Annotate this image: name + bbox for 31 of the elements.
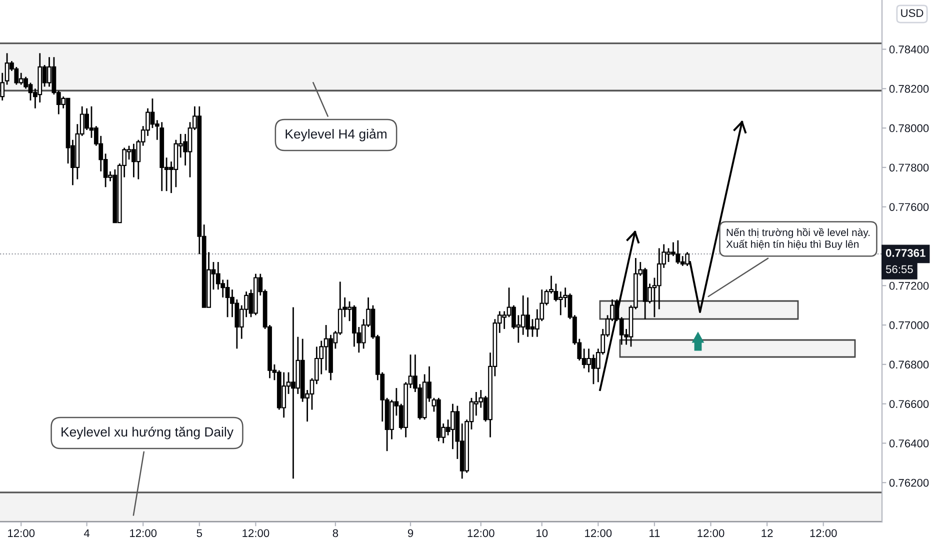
y-tick-label: 0.78200 xyxy=(889,84,929,93)
x-tick-label: 12 xyxy=(762,529,773,537)
x-tick-label: 12:00 xyxy=(585,529,612,538)
x-tick-label: 8 xyxy=(332,529,338,538)
x-tick-label: 9 xyxy=(408,529,414,538)
y-tick-label: 0.78400 xyxy=(889,46,929,54)
text: 56:55 xyxy=(886,265,913,274)
band-label: Keylevel xu hướng tăng Daily xyxy=(62,426,234,440)
annotation: Nến thị trường hồi về level này. Xuất hiện tín hiệu thì Buy lên xyxy=(726,228,870,250)
x-tick-label: 12:00 xyxy=(130,529,157,538)
y-tick-label: 0.77600 xyxy=(889,203,929,211)
y-tick-label: 0.77000 xyxy=(889,321,929,330)
y-tick-label: 0.76400 xyxy=(889,439,929,448)
y-tick-label: 0.77800 xyxy=(889,164,929,172)
y-tick-label: 0.76800 xyxy=(889,360,929,369)
x-tick-label: 5 xyxy=(196,529,202,538)
y-tick-label: 0.76600 xyxy=(889,400,929,408)
x-tick-label: 12:00 xyxy=(810,529,837,538)
ref-line-label: 0.77361 xyxy=(886,249,926,257)
y-tick-label: 0.77200 xyxy=(889,282,929,290)
y-tick-label: 0.78000 xyxy=(889,124,929,132)
x-tick-label: 12:00 xyxy=(8,529,35,538)
x-tick-label: 10 xyxy=(536,529,548,538)
x-tick-label: 12:00 xyxy=(468,529,494,538)
text: USD xyxy=(901,9,924,17)
x-tick-label: 11 xyxy=(650,529,660,537)
x-tick-label: 12:00 xyxy=(698,529,724,538)
x-tick-label: 4 xyxy=(84,529,90,537)
band-label: Keylevel H4 giảm xyxy=(286,128,386,142)
y-tick-label: 0.76200 xyxy=(889,478,929,487)
x-tick-label: 12:00 xyxy=(242,529,270,538)
